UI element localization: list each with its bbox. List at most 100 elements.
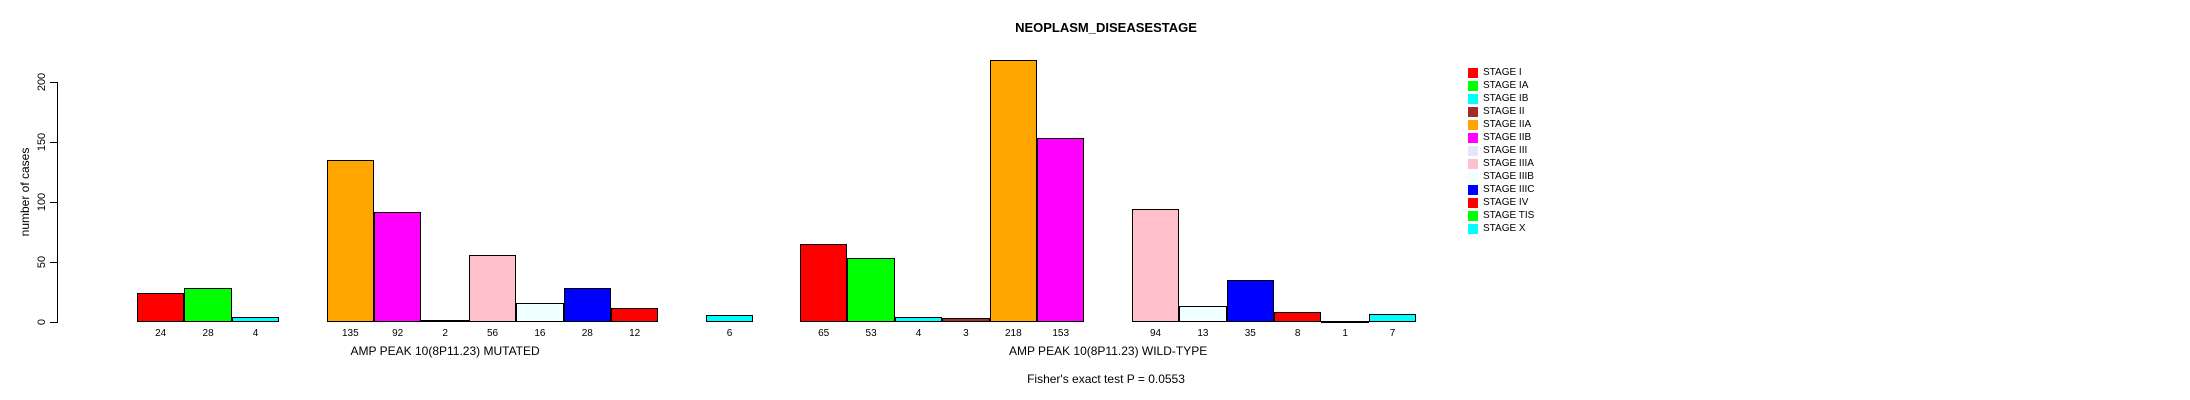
bar-stage-ia xyxy=(184,288,232,322)
legend-item: STAGE IIIA xyxy=(1468,157,1535,170)
bar-stage-ia xyxy=(847,258,895,322)
y-tick-label: 200 xyxy=(36,72,48,92)
bar-stage-iib xyxy=(374,211,422,322)
bar-value-label: 4 xyxy=(252,328,259,339)
y-axis-title: number of cases xyxy=(18,147,32,237)
legend-label: STAGE IIIB xyxy=(1483,171,1534,182)
legend-label: STAGE X xyxy=(1483,223,1526,234)
legend-label: STAGE I xyxy=(1483,67,1522,78)
bar-stage-iii xyxy=(421,319,469,322)
y-tick-mark xyxy=(50,82,57,83)
legend-color-swatch xyxy=(1468,93,1478,104)
bar-value-label: 153 xyxy=(1052,328,1070,339)
y-tick-mark xyxy=(50,142,57,143)
bar-value-label: 1 xyxy=(1342,328,1348,339)
legend-color-swatch xyxy=(1468,210,1478,221)
legend-label: STAGE II xyxy=(1483,106,1525,117)
bar-stage-iv xyxy=(611,307,659,322)
legend-item: STAGE TIS xyxy=(1468,209,1535,222)
bar-stage-ib xyxy=(894,317,943,322)
bar-stage-ii xyxy=(942,318,990,322)
legend-color-swatch xyxy=(1468,132,1478,143)
legend-color-swatch xyxy=(1468,67,1478,78)
bar-value-label: 35 xyxy=(1244,328,1256,339)
bar-value-label: 16 xyxy=(534,328,546,339)
bar-value-label: 28 xyxy=(202,328,214,339)
chart-title: NEOPLASM_DISEASESTAGE xyxy=(1015,20,1197,35)
fisher-test-caption: Fisher's exact test P = 0.0553 xyxy=(1027,372,1185,386)
y-tick-label: 150 xyxy=(36,132,48,152)
legend-label: STAGE TIS xyxy=(1483,210,1535,221)
legend-item: STAGE IA xyxy=(1468,79,1535,92)
bar-stage-iib xyxy=(1037,138,1085,322)
bar-stage-iiic xyxy=(563,288,611,322)
bar-value-label: 94 xyxy=(1149,328,1162,339)
y-tick-mark xyxy=(50,202,57,203)
bar-stage-i xyxy=(137,293,185,322)
bar-stage-iiib xyxy=(516,302,564,322)
legend-label: STAGE III xyxy=(1483,145,1528,156)
y-axis-line xyxy=(57,82,58,323)
bar-value-label: 13 xyxy=(1197,328,1209,339)
legend: STAGE I STAGE IA STAGE IB STAGE II STAGE IIA… xyxy=(1468,66,1535,235)
bar-stage-iiia xyxy=(468,254,517,322)
bar-value-label: 53 xyxy=(865,328,877,339)
legend-item: STAGE IIIB xyxy=(1468,170,1535,183)
legend-item: STAGE IB xyxy=(1468,92,1535,105)
bar-stage-iia xyxy=(326,160,374,322)
legend-item: STAGE IV xyxy=(1468,196,1535,209)
bar-value-label: 65 xyxy=(818,328,830,339)
x-group-label: AMP PEAK 10(8P11.23) WILD-TYPE xyxy=(1008,344,1208,358)
legend-item: STAGE IIB xyxy=(1468,131,1535,144)
bar-stage-x xyxy=(1368,313,1417,322)
bar-value-label: 12 xyxy=(629,328,641,339)
legend-label: STAGE IIA xyxy=(1483,119,1532,130)
bar-stage-i xyxy=(800,244,848,322)
bar-stage-iiic xyxy=(1226,280,1274,322)
y-tick-label: 0 xyxy=(36,318,48,326)
legend-label: STAGE IA xyxy=(1483,80,1529,91)
legend-label: STAGE IIB xyxy=(1483,132,1532,143)
y-tick-label: 100 xyxy=(36,192,48,212)
x-group-label: AMP PEAK 10(8P11.23) MUTATED xyxy=(350,344,540,358)
bar-value-label: 6 xyxy=(726,328,733,339)
y-tick-mark xyxy=(50,322,57,323)
bar-stage-iv xyxy=(1274,312,1322,322)
bar-stage-iiib xyxy=(1179,306,1227,322)
legend-color-swatch xyxy=(1468,158,1478,169)
legend-color-swatch xyxy=(1468,223,1478,234)
bar-stage-tis xyxy=(1321,320,1369,323)
bar-value-label: 135 xyxy=(341,328,359,339)
bar-value-label: 3 xyxy=(963,328,969,339)
legend-item: STAGE X xyxy=(1468,222,1535,235)
bar-stage-iiia xyxy=(1131,209,1180,322)
legend-color-swatch xyxy=(1468,184,1478,195)
legend-label: STAGE IIIC xyxy=(1483,184,1535,195)
legend-color-swatch xyxy=(1468,80,1478,91)
legend-item: STAGE IIIC xyxy=(1468,183,1535,196)
y-tick-label: 50 xyxy=(36,255,48,269)
legend-item: STAGE II xyxy=(1468,105,1535,118)
bar-stage-ib xyxy=(231,317,280,322)
legend-color-swatch xyxy=(1468,145,1478,156)
bar-value-label: 56 xyxy=(486,328,499,339)
legend-color-swatch xyxy=(1468,171,1478,182)
bar-value-label: 28 xyxy=(581,328,593,339)
bar-stage-iia xyxy=(989,60,1037,322)
legend-color-swatch xyxy=(1468,106,1478,117)
legend-color-swatch xyxy=(1468,119,1478,130)
bar-value-label: 24 xyxy=(155,328,167,339)
bar-value-label: 92 xyxy=(392,328,404,339)
legend-item: STAGE IIA xyxy=(1468,118,1535,131)
legend-label: STAGE IIIA xyxy=(1483,158,1534,169)
bar-stage-x xyxy=(705,314,754,322)
bar-value-label: 4 xyxy=(915,328,922,339)
legend-color-swatch xyxy=(1468,197,1478,208)
legend-label: STAGE IV xyxy=(1483,197,1529,208)
y-tick-mark xyxy=(50,262,57,263)
bar-value-label: 7 xyxy=(1389,328,1396,339)
legend-item: STAGE III xyxy=(1468,144,1535,157)
bar-value-label: 2 xyxy=(442,328,448,339)
bar-value-label: 8 xyxy=(1294,328,1301,339)
